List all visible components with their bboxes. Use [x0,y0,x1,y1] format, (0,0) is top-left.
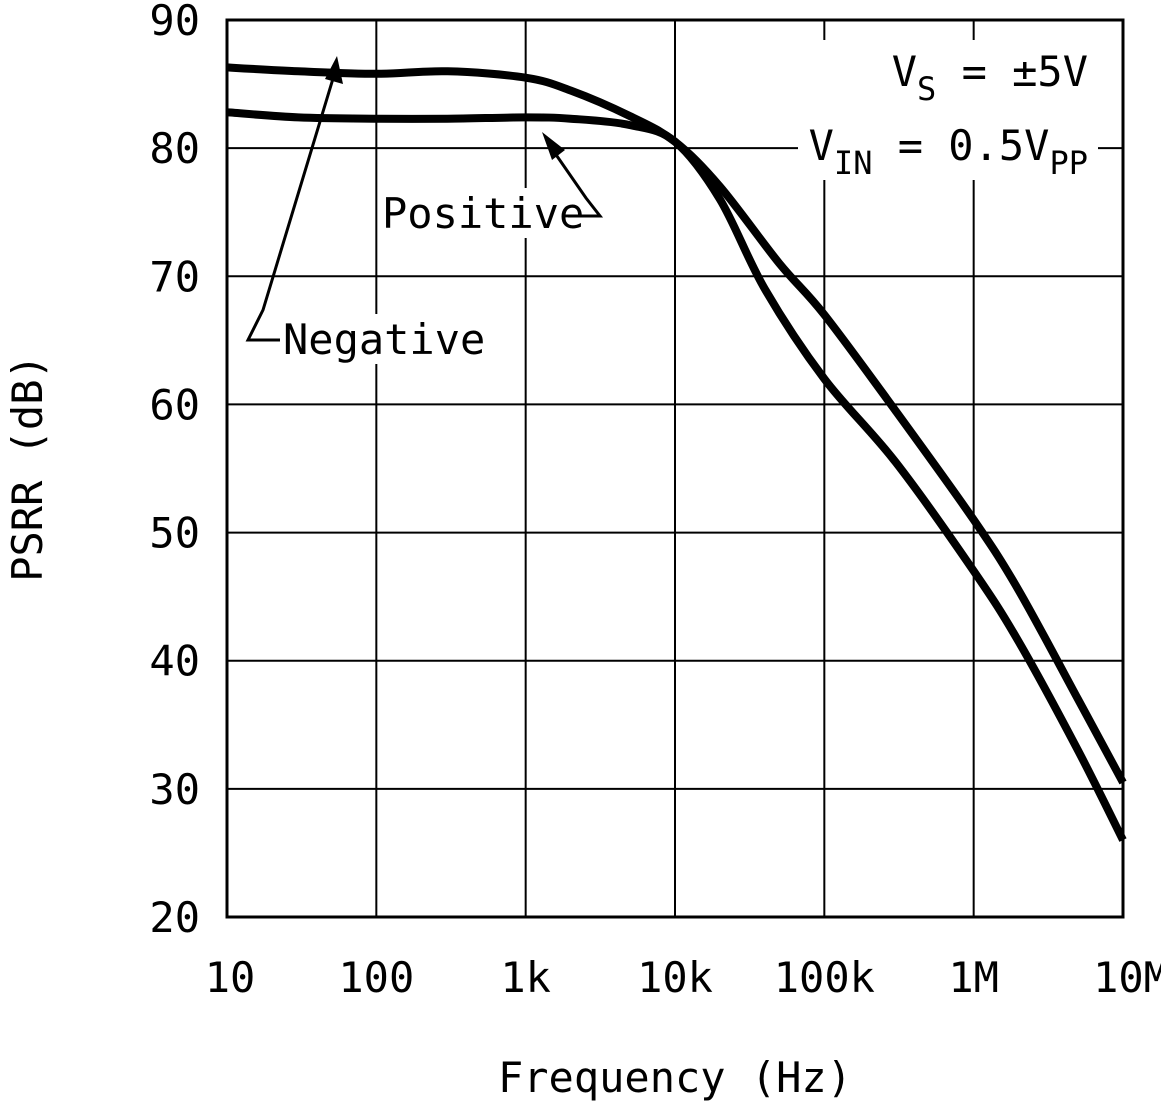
series-layer [226,63,1127,842]
y-tick-label: 70 [149,252,200,301]
x-tick-label: 10k [637,953,713,1002]
y-tick-label: 60 [149,380,200,429]
y-axis-title: PSRR (dB) [3,354,52,582]
y-tick-label: 80 [149,124,200,173]
negative-arrowhead [325,56,343,84]
x-tick-label: 100k [774,953,875,1002]
vin-condition: VIN = 0.5VPP [809,121,1088,182]
positive-leader-line [548,145,604,218]
tick-labels: 10 100 1k 10k 100k 1M 10M 20 30 40 50 60 70 80 90 [149,0,1161,1002]
x-axis-title: Frequency (Hz) [498,1053,852,1102]
negative-label-bg [280,314,480,364]
x-tick-label: 10 [205,953,256,1002]
x-tick-label: 1M [948,953,999,1002]
y-tick-label: 30 [149,765,200,814]
x-tick-label: 1k [500,953,551,1002]
negative-leader-line [245,71,337,342]
y-tick-label: 20 [149,893,200,942]
positive-arrowhead [542,132,565,160]
condition-box-bg [798,40,1098,180]
plot-frame [225,18,1125,919]
positive-label: Positive [382,189,584,238]
y-tick-label: 40 [149,637,200,686]
x-tick-label: 100 [338,953,414,1002]
series-line-positive [226,108,1127,842]
positive-label-bg [378,188,568,238]
series-line-negative [226,63,1127,785]
y-tick-label: 90 [149,0,200,45]
vs-condition: VS = ±5V [892,47,1088,108]
x-tick-label: 10M [1093,953,1161,1002]
negative-label: Negative [283,315,485,364]
y-tick-label: 50 [149,509,200,558]
